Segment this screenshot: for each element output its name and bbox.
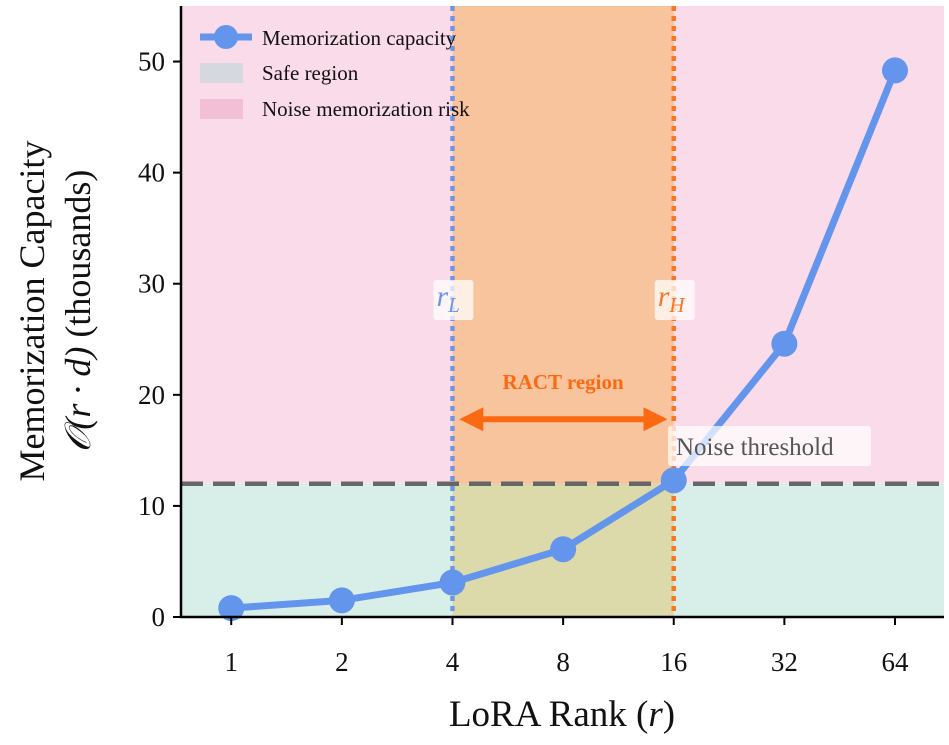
data-point-2 <box>328 587 355 614</box>
y-tick-label-50: 50 <box>138 47 165 77</box>
x-ticks: 1 2 4 8 16 32 64 <box>224 617 909 677</box>
data-point-16 <box>660 467 687 494</box>
y-tick-label-0: 0 <box>152 602 166 632</box>
y-axis-label-line2: 𝒪(r · d) (thousands) <box>58 170 98 453</box>
legend-label-noise-risk: Noise memorization risk <box>262 97 470 121</box>
data-point-8 <box>550 536 577 563</box>
y-axis-label-units: (thousands) <box>58 170 98 347</box>
r-high-label-box <box>654 280 695 320</box>
r-high-symbol: r <box>658 280 670 313</box>
x-tick-label-64: 64 <box>881 647 909 677</box>
r-low-subscript: L <box>447 293 460 317</box>
x-axis-label: LoRA Rank (r) <box>449 694 675 735</box>
x-axis-label-close: ) <box>663 694 675 735</box>
x-tick-label-2: 2 <box>335 647 349 677</box>
y-tick-label-20: 20 <box>138 380 165 410</box>
r-low-label-text: rL <box>436 280 459 317</box>
noise-threshold-label-box <box>668 426 871 466</box>
y-ticks: 0 10 20 30 40 50 <box>138 47 181 632</box>
y-axis-label-line1: Memorization Capacity <box>12 141 52 482</box>
legend-label-memorization: Memorization capacity <box>262 26 457 50</box>
legend-swatch-safe <box>200 63 243 83</box>
data-point-32 <box>771 330 798 357</box>
r-low-label-box <box>433 280 474 320</box>
noise-threshold-label: Noise threshold <box>676 434 834 461</box>
r-low-label: rL <box>433 280 474 320</box>
data-point-64 <box>881 57 908 84</box>
y-tick-label-40: 40 <box>138 158 165 188</box>
x-tick-label-8: 8 <box>556 647 570 677</box>
legend-swatch-noise-risk <box>200 99 243 119</box>
x-axis-label-var: r <box>648 694 663 735</box>
series-points <box>218 57 908 622</box>
x-tick-label-1: 1 <box>224 647 238 677</box>
ract-band-upper <box>452 6 674 484</box>
x-axis-label-text: LoRA Rank ( <box>449 694 648 735</box>
r-high-subscript: H <box>668 293 686 317</box>
x-tick-label-4: 4 <box>446 647 460 677</box>
legend: Memorization capacity Safe region Noise … <box>200 25 470 121</box>
y-tick-label-10: 10 <box>138 491 165 521</box>
y-axis-label: Memorization Capacity 𝒪(r · d) (thousand… <box>12 141 98 482</box>
legend-marker-swatch <box>214 25 238 49</box>
legend-label-safe: Safe region <box>262 61 359 85</box>
x-tick-label-32: 32 <box>771 647 798 677</box>
r-low-symbol: r <box>436 280 448 313</box>
data-point-1 <box>218 595 245 622</box>
r-high-label-text: rH <box>658 280 687 317</box>
data-point-4 <box>439 569 466 596</box>
ract-region-label: RACT region <box>503 370 624 394</box>
y-tick-label-30: 30 <box>138 269 165 299</box>
x-tick-label-16: 16 <box>660 647 687 677</box>
r-high-label: rH <box>654 280 695 320</box>
y-axis-label-math: 𝒪(r · d) <box>58 347 98 453</box>
